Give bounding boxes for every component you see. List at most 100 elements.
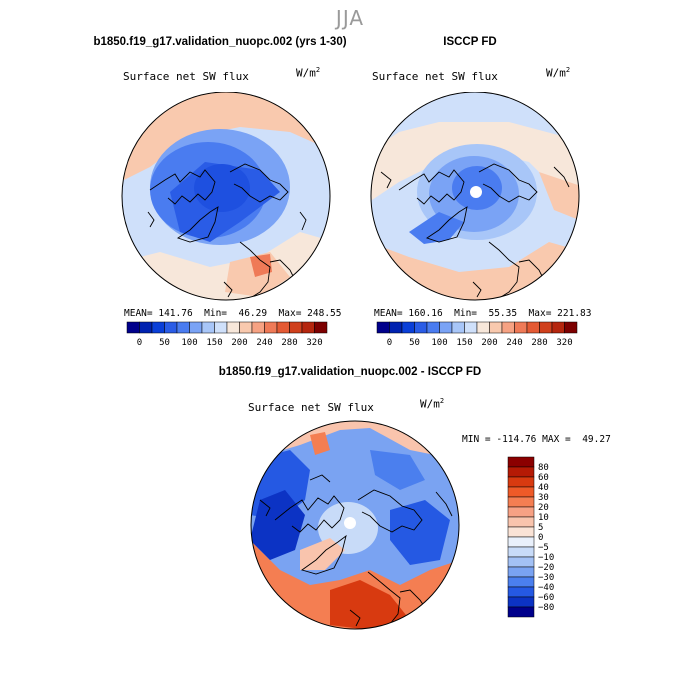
panel-1-field-warm-top [122, 92, 330, 182]
panel-1-colorbar-tick-label: 150 [206, 338, 222, 348]
diff-colorbar-swatch [507, 516, 535, 528]
panel-1-colorbar-swatch [201, 321, 215, 334]
panel-1-colorbar-swatch [289, 321, 303, 334]
panel-2-colorbar-tick-label: 200 [481, 338, 497, 348]
panel-2-colorbar-swatch [514, 321, 528, 334]
panel-2-colorbar-swatch [564, 321, 578, 334]
panel-2-field-warm-right [539, 172, 579, 222]
diff-colorbar-tick-label: −30 [538, 573, 554, 583]
panel-1-colorbar-tick-label: 100 [181, 338, 197, 348]
panel-2-colorbar-swatch [426, 321, 440, 334]
panel-1-colorbar-swatch [214, 321, 228, 334]
diff-colorbar-tick-label: −5 [538, 543, 549, 553]
panel-1-colorbar: 0 50 100 150 200 240 280 320 [126, 321, 328, 348]
diff-colorbar-swatch [507, 566, 535, 578]
diff-colorbar-tick-label: −10 [538, 553, 554, 563]
panel-1-colorbar-tick-label: 0 [137, 338, 142, 348]
panel-1-variable: Surface net SW flux [123, 70, 249, 83]
diff-colorbar-swatch [507, 546, 535, 558]
panel-2-polar-map [370, 92, 580, 301]
diff-field-cool-top-right [370, 450, 425, 490]
panel-2-colorbar-swatch [451, 321, 465, 334]
diff-colorbar-tick-label: 60 [538, 473, 549, 483]
panel-1-colorbar-swatch [226, 321, 240, 334]
panel-1-colorbar-tick-label: 280 [281, 338, 297, 348]
diff-colorbar-tick-label: 20 [538, 503, 549, 513]
panel-2-units: W/m2 [546, 66, 571, 80]
diff-colorbar-tick-label: 40 [538, 483, 549, 493]
panel-2-colorbar-tick-label: 320 [556, 338, 572, 348]
panel-2-colorbar-swatch [526, 321, 540, 334]
diff-field-warm-top-core [310, 432, 330, 455]
panel-2-stats: MEAN= 160.16 Min= 55.35 Max= 221.83 [374, 308, 592, 319]
panel-2-field-low-patch [409, 212, 464, 244]
panel-1-colorbar-tick-label: 50 [159, 338, 170, 348]
panel-2-colorbar-tick-label: 50 [409, 338, 420, 348]
panel-2-colorbar-tick-label: 100 [431, 338, 447, 348]
diff-colorbar-swatch [507, 596, 535, 608]
diff-colorbar-swatch [507, 586, 535, 598]
panel-1-coastlines [147, 163, 307, 298]
panel-1-units: W/m2 [296, 66, 321, 80]
diff-panel-title: b1850.f19_g17.validation_nuopc.002 - ISC… [218, 366, 482, 378]
panel-2-colorbar-swatch [439, 321, 453, 334]
diff-polar-map [250, 420, 460, 630]
panel-1-colorbar-swatch [301, 321, 315, 334]
panel-1-colorbar-tick-label: 320 [306, 338, 322, 348]
panel-2-colorbar-swatch [389, 321, 403, 334]
diff-colorbar-swatch [507, 606, 535, 618]
panel-1-colorbar-swatch [176, 321, 190, 334]
diff-colorbar-swatch [507, 496, 535, 508]
panel-1-colorbar-swatch [251, 321, 265, 334]
panel-1-stats: MEAN= 141.76 Min= 46.29 Max= 248.55 [124, 308, 342, 319]
diff-colorbar-tick-label: −20 [538, 563, 554, 573]
diff-colorbar-tick-label: 5 [538, 523, 543, 533]
diff-field-cold-right [390, 500, 450, 565]
panel-2-title: ISCCP FD [443, 36, 497, 48]
panel-2-colorbar-tick-label: 240 [506, 338, 522, 348]
diff-field-hot-bottom [330, 580, 410, 629]
diff-panel-units: W/m2 [420, 397, 445, 411]
panel-2-missing-pole [470, 186, 482, 198]
panel-2-colorbar-swatch [539, 321, 553, 334]
panel-1-colorbar-tick-label: 240 [256, 338, 272, 348]
season-title: JJA [335, 6, 365, 30]
panel-2-colorbar-swatch [501, 321, 515, 334]
panel-1-map-border [121, 92, 331, 301]
panel-1-colorbar-swatch [151, 321, 165, 334]
diff-colorbar-tick-label: −80 [538, 603, 554, 613]
panel-2-colorbar-swatch [476, 321, 490, 334]
panel-1-colorbar-swatch [139, 321, 153, 334]
diff-panel-variable: Surface net SW flux [248, 401, 374, 414]
panel-1-polar-map [121, 92, 331, 301]
diff-colorbar-swatch [507, 526, 535, 538]
panel-1-field-hot-patch [250, 254, 272, 277]
diff-colorbar-tick-label: 30 [538, 493, 549, 503]
diff-colorbar-tick-label: 10 [538, 513, 549, 523]
diff-colorbar-swatch [507, 506, 535, 518]
diff-colorbar-tick-label: −60 [538, 593, 554, 603]
diff-colorbar-swatch [507, 556, 535, 568]
panel-2-colorbar-swatch [464, 321, 478, 334]
panel-2-map-border [370, 92, 580, 301]
diff-coastlines [259, 474, 453, 629]
panel-2-colorbar-swatch [414, 321, 428, 334]
panel-2-colorbar-swatch [401, 321, 415, 334]
panel-1-colorbar-tick-label: 200 [231, 338, 247, 348]
panel-2-field-warm-top [371, 122, 579, 222]
diff-colorbar-swatch [507, 486, 535, 498]
diff-colorbar-tick-label: −40 [538, 583, 554, 593]
diff-map-border [250, 420, 460, 630]
diff-colorbar-tick-label: 0 [538, 533, 543, 543]
panel-1-title: b1850.f19_g17.validation_nuopc.002 (yrs … [93, 36, 347, 48]
panel-2-colorbar-tick-label: 280 [531, 338, 547, 348]
diff-colorbar-swatch [507, 476, 535, 488]
diff-colorbar-swatch [507, 576, 535, 588]
panel-2-colorbar: 0 50 100 150 200 240 280 320 [376, 321, 578, 348]
diff-colorbar-tick-label: 80 [538, 463, 549, 473]
panel-1-colorbar-swatch [239, 321, 253, 334]
diff-missing-pole [344, 517, 356, 529]
panel-1-field-core [194, 164, 250, 212]
panel-1-colorbar-swatch [276, 321, 290, 334]
